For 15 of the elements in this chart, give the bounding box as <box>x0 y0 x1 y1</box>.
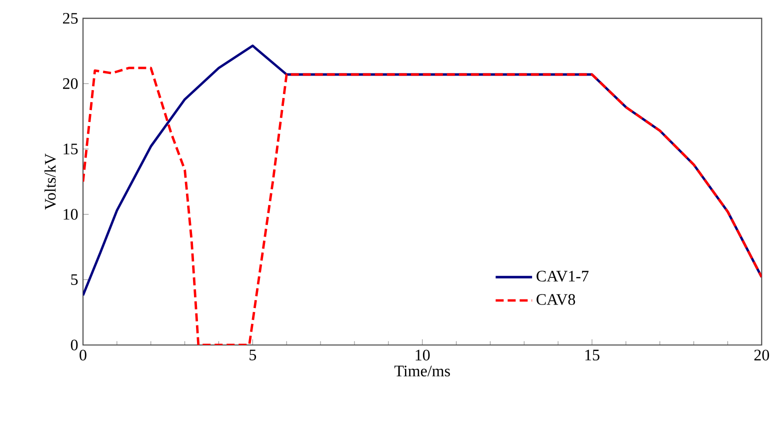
x-tick-label: 5 <box>250 350 256 360</box>
x-tick-label: 15 <box>585 350 600 360</box>
x-tick-label: 10 <box>416 350 430 360</box>
x-tick-label: 0 <box>80 350 86 360</box>
y-tick-label: 15 <box>64 144 78 154</box>
legend-label: CAV8 <box>536 294 576 305</box>
y-tick-label: 10 <box>64 208 78 220</box>
y-tick-label: 0 <box>70 340 78 350</box>
legend-label: CAV1-7 <box>536 270 589 282</box>
y-tick-label: 20 <box>63 78 78 90</box>
y-axis-title: Volts/kV <box>44 154 56 210</box>
x-tick-label: 20 <box>754 350 770 360</box>
x-axis-title: Time/ms <box>394 366 450 376</box>
y-tick-label: 25 <box>63 12 78 24</box>
y-tick-label: 5 <box>71 274 78 285</box>
